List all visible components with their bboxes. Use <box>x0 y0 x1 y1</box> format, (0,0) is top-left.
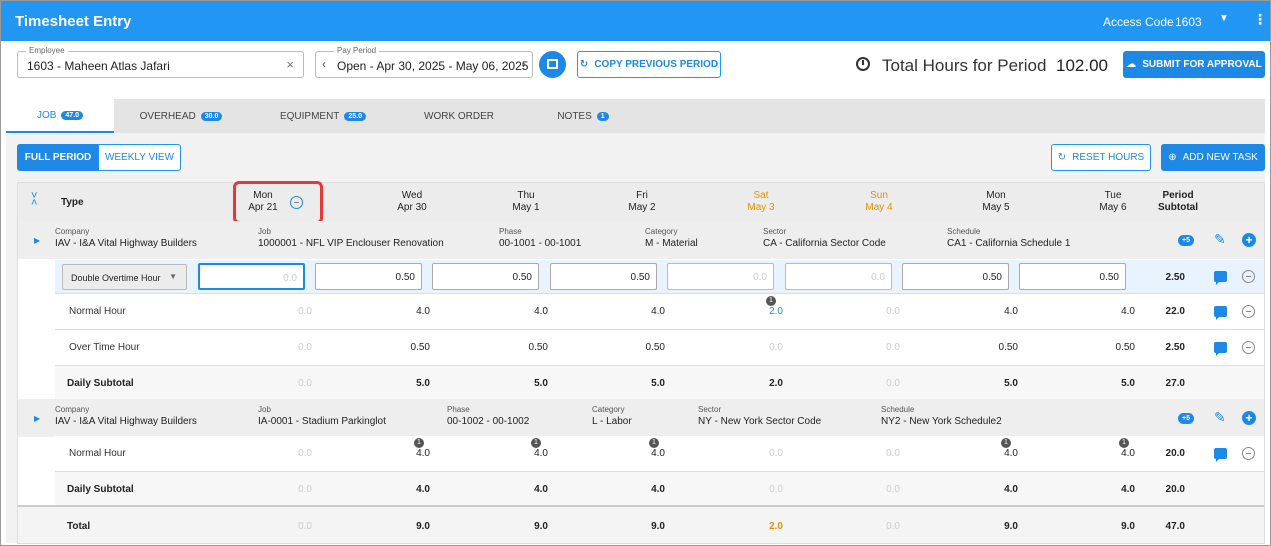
daily-subtotal-row: Daily Subtotal 0.0 4.0 4.0 4.0 0.0 0.0 4… <box>55 472 1264 508</box>
access-code-label: Access Code <box>1103 15 1174 29</box>
daily-subtotal-row: Daily Subtotal 0.0 5.0 5.0 5.0 2.0 0.0 5… <box>55 366 1264 402</box>
hours-cell-sat[interactable]: 2.0 <box>769 306 783 317</box>
tab-overhead[interactable]: OVERHEAD 30.0 <box>126 99 236 133</box>
tab-job[interactable]: JOB 47.0 <box>6 99 114 133</box>
pay-period-value: Open - Apr 30, 2025 - May 06, 2025 <box>337 59 529 73</box>
clock-icon <box>856 57 870 71</box>
total-hours-value: 102.00 <box>1056 56 1108 75</box>
hours-input-thu[interactable]: 0.50 <box>432 263 539 290</box>
day-header-fri: Fri May 2 <box>628 190 656 213</box>
hours-input-tue[interactable]: 0.50 <box>1019 263 1126 290</box>
timesheet-grid: ˅ ˄ Type Mon Apr 21 Wed Apr 30 Thu May 1 Fri… <box>17 181 1265 544</box>
remove-day-icon[interactable] <box>290 196 303 209</box>
edit-row: Double Overtime Hour ▼ 0.0 0.50 0.50 0.50… <box>55 260 1264 294</box>
remove-row-icon[interactable] <box>1242 305 1255 318</box>
expand-arrow-icon[interactable]: ▶ <box>34 236 41 245</box>
period-subtotal-header: Period Subtotal <box>1158 190 1198 213</box>
note-indicator[interactable]: 1 <box>1001 438 1011 448</box>
day-header-thu: Thu May 1 <box>512 190 540 213</box>
day-header-sat: Sat May 3 <box>747 190 775 213</box>
tab-work-order[interactable]: WORK ORDER <box>424 110 494 122</box>
hour-row-normal: Normal Hour 0.0 4.0 1 4.0 1 4.0 1 0.0 0.… <box>55 436 1264 472</box>
day-header-wed: Wed Apr 30 <box>397 190 427 213</box>
add-circle-icon: ⊕ <box>1168 152 1177 163</box>
tab-notes[interactable]: NOTES 1 <box>528 99 638 133</box>
more-fields-pill[interactable]: +5 <box>1178 235 1194 246</box>
cloud-upload-icon: ☁ <box>1126 59 1137 70</box>
full-period-button[interactable]: FULL PERIOD <box>17 144 99 171</box>
access-code-value[interactable]: 1603 <box>1175 15 1202 29</box>
note-indicator[interactable]: 1 <box>766 296 776 306</box>
tab-bar: JOB 47.0 OVERHEAD 30.0 EQUIPMENT 25.0 WORK … <box>6 99 1265 133</box>
refresh-icon: ↻ <box>579 59 589 70</box>
remove-row-icon[interactable] <box>1242 341 1255 354</box>
pay-period-field[interactable]: Pay Period ‹ Open - Apr 30, 2025 - May 0… <box>315 46 533 78</box>
chevron-left-icon[interactable]: ‹ <box>322 57 326 71</box>
hour-row-normal: Normal Hour 0.0 4.0 4.0 4.0 2.0 1 0.0 4.… <box>55 294 1264 330</box>
collapse-all-icon[interactable]: ˅ ˄ <box>31 190 38 209</box>
note-indicator[interactable]: 1 <box>649 438 659 448</box>
grid-header: ˅ ˄ Type Mon Apr 21 Wed Apr 30 Thu May 1 Fri… <box>18 181 1264 224</box>
employee-value: 1603 - Maheen Atlas Jafari <box>27 59 170 73</box>
hours-input-wed[interactable]: 0.50 <box>315 263 422 290</box>
note-indicator[interactable]: 1 <box>531 438 541 448</box>
comment-icon[interactable] <box>1214 271 1227 285</box>
caret-down-icon[interactable]: ▼ <box>1219 13 1229 24</box>
comment-icon[interactable] <box>1214 306 1227 320</box>
day-header-mon-may5: Mon May 5 <box>982 190 1010 213</box>
total-hours-label: Total Hours for Period <box>882 56 1047 75</box>
tab-badge: 47.0 <box>61 110 84 120</box>
tab-equipment[interactable]: EQUIPMENT 25.0 <box>268 99 378 133</box>
more-fields-pill[interactable]: +5 <box>1178 413 1194 424</box>
day-header-mon-apr21: Mon Apr 21 <box>248 190 278 213</box>
comment-icon[interactable] <box>1214 448 1227 462</box>
add-row-icon[interactable]: + <box>1242 411 1256 425</box>
chevron-right-icon[interactable]: › <box>522 57 526 71</box>
tab-badge: 25.0 <box>344 111 367 121</box>
hours-input-sat[interactable]: 0.0 <box>667 263 774 290</box>
copy-previous-period-button[interactable]: ↻ COPY PREVIOUS PERIOD <box>577 51 721 78</box>
total-row: Total 0.0 9.0 9.0 9.0 2.0 0.0 9.0 9.0 47… <box>18 505 1264 543</box>
highlight-box <box>233 181 323 224</box>
hour-row-overtime: Over Time Hour 0.0 0.50 0.50 0.50 0.0 0.… <box>55 330 1264 366</box>
edit-icon[interactable]: ✎ <box>1214 409 1226 425</box>
kebab-menu-icon[interactable]: ⋮ <box>1253 11 1267 27</box>
note-indicator[interactable]: 1 <box>414 438 424 448</box>
hours-input-mon-apr21[interactable]: 0.0 <box>198 263 305 290</box>
tab-badge: 1 <box>596 111 609 121</box>
hours-input-mon-may5[interactable]: 0.50 <box>902 263 1009 290</box>
app-bar: Timesheet Entry Access Code 1603 ▼ ⋮ <box>1 1 1270 41</box>
note-indicator[interactable]: 1 <box>1119 438 1129 448</box>
job-group-row[interactable]: ▶ Company IAV - I&A Vital Highway Builder… <box>18 221 1264 259</box>
page-title: Timesheet Entry <box>15 13 132 30</box>
reset-hours-button[interactable]: ↻ RESET HOURS <box>1051 144 1151 171</box>
refresh-icon: ↻ <box>1057 152 1067 163</box>
job-group-row[interactable]: ▶ Company IAV - I&A Vital Highway Builder… <box>18 399 1264 437</box>
hour-type-select[interactable]: Double Overtime Hour ▼ <box>62 264 187 290</box>
pay-period-label: Pay Period <box>334 46 380 55</box>
edit-icon[interactable]: ✎ <box>1214 231 1226 247</box>
submit-for-approval-button[interactable]: ☁ SUBMIT FOR APPROVAL <box>1123 51 1265 78</box>
employee-label: Employee <box>26 46 68 55</box>
tab-badge: 30.0 <box>200 111 223 121</box>
weekly-view-button[interactable]: WEEKLY VIEW <box>98 144 181 171</box>
expand-arrow-icon[interactable]: ▶ <box>34 414 41 423</box>
hours-input-fri[interactable]: 0.50 <box>550 263 657 290</box>
hours-input-sun[interactable]: 0.0 <box>785 263 892 290</box>
row-subtotal: 2.50 <box>1165 272 1185 283</box>
clear-icon[interactable]: × <box>286 57 294 72</box>
calendar-button[interactable] <box>539 51 566 78</box>
calendar-icon <box>547 59 558 69</box>
add-row-icon[interactable]: + <box>1242 233 1256 247</box>
day-header-sun: Sun May 4 <box>865 190 893 213</box>
type-header: Type <box>61 197 84 208</box>
comment-icon[interactable] <box>1214 342 1227 356</box>
employee-field[interactable]: Employee 1603 - Maheen Atlas Jafari × <box>17 46 304 78</box>
add-new-task-button[interactable]: ⊕ ADD NEW TASK <box>1161 144 1265 171</box>
remove-row-icon[interactable] <box>1242 270 1255 283</box>
day-header-tue: Tue May 6 <box>1099 190 1127 213</box>
remove-row-icon[interactable] <box>1242 447 1255 460</box>
